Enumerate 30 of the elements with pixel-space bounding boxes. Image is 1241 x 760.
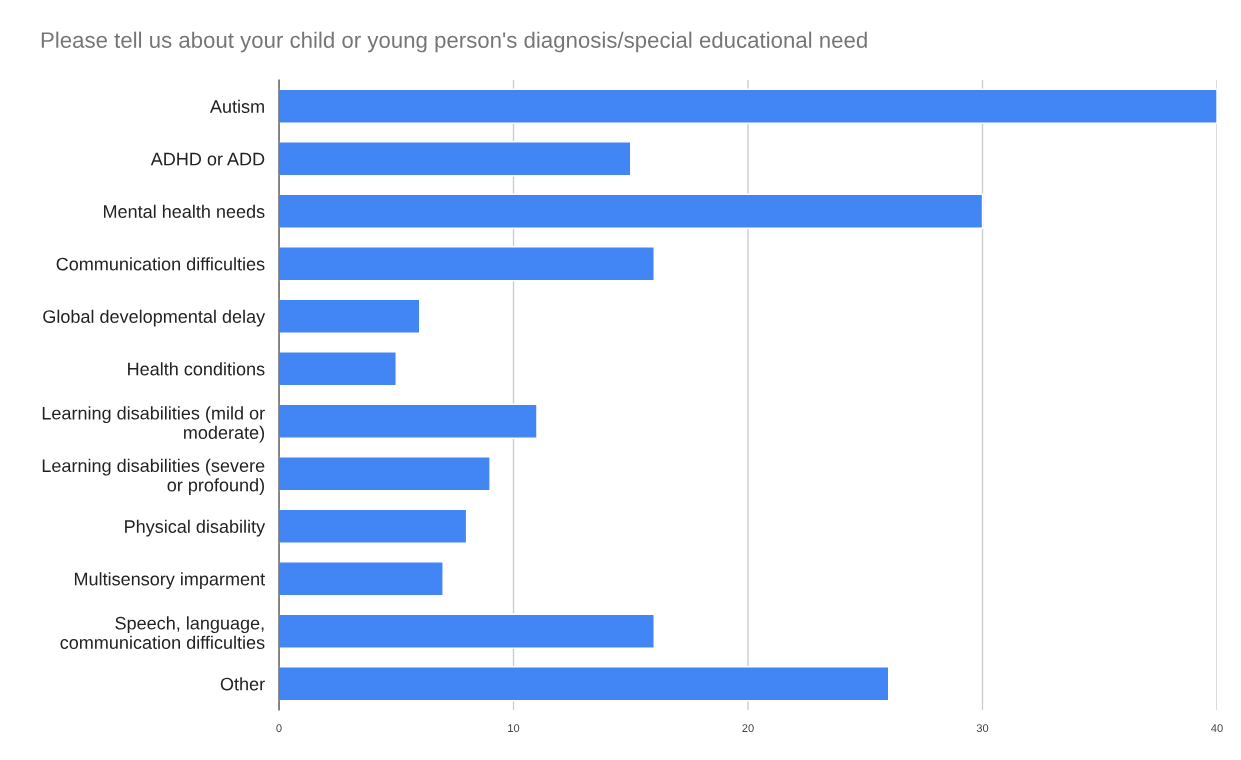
bar	[279, 298, 421, 335]
y-tick-label: Global developmental delay	[43, 309, 266, 327]
bar	[279, 193, 984, 230]
y-tick-label: Speech, language, communication difficulties	[60, 616, 265, 649]
y-tick-label: Health conditions	[128, 362, 265, 376]
x-tick-label: 20	[742, 724, 754, 733]
y-tick-label: Mental health needs	[103, 204, 265, 218]
y-tick-label: Other	[220, 677, 265, 691]
y-tick-label: Autism	[209, 99, 264, 113]
y-tick-label: Learning disabilities (severe or profound)	[42, 458, 265, 496]
bar	[279, 613, 655, 650]
bar	[279, 508, 468, 545]
y-tick-label: ADHD or ADD	[150, 152, 265, 166]
bar	[279, 665, 890, 702]
bar	[279, 560, 444, 597]
x-tick-label: 30	[976, 724, 989, 733]
y-tick-label: Communication difficulties	[56, 257, 265, 271]
bar	[279, 140, 632, 177]
y-tick-label: Physical disability	[125, 519, 266, 537]
bar	[279, 88, 1217, 125]
bar	[279, 245, 655, 282]
x-tick-label: 40	[1211, 724, 1223, 733]
chart-title: Please tell us about your child or young person's diagnosis/special educational need	[41, 31, 867, 53]
y-tick-label: Learning disabilities (mild or moderate)	[42, 406, 265, 443]
x-tick-label: 0	[276, 724, 282, 733]
y-tick-label: Multisensory imparment	[74, 572, 265, 590]
bar	[279, 455, 491, 492]
x-tick-label: 10	[508, 724, 520, 733]
bar	[279, 403, 538, 440]
bar	[279, 350, 397, 387]
